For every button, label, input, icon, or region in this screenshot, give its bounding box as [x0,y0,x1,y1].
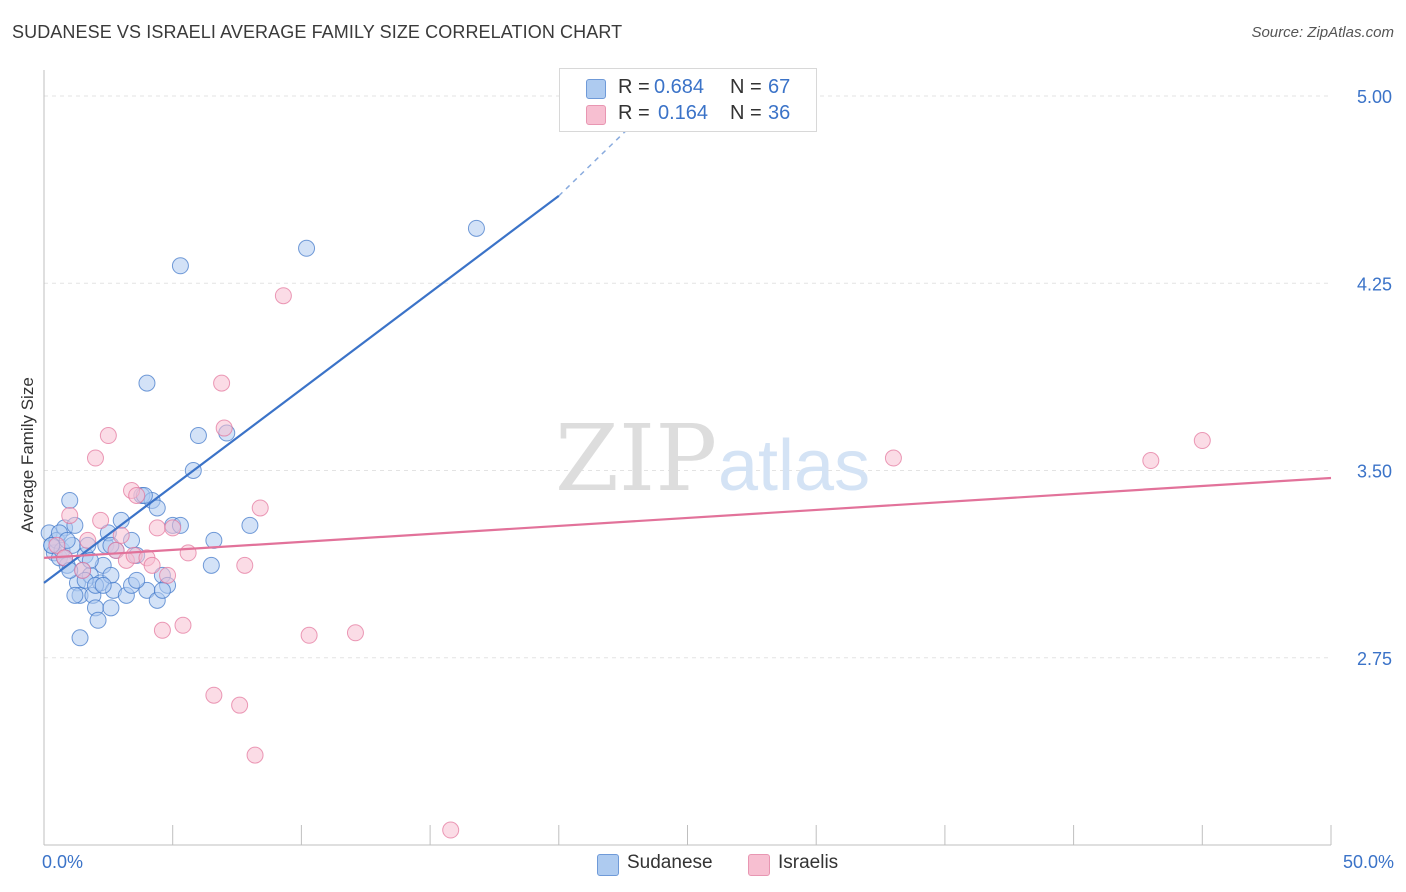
watermark-atlas: atlas [718,426,870,506]
data-point-sudanese [128,571,146,589]
data-point-israelis [884,449,902,467]
y-tick-label: 5.00 [1357,87,1392,107]
data-point-sudanese [61,491,79,509]
data-point-israelis [300,626,318,644]
data-point-israelis [61,506,79,524]
data-point-sudanese [138,374,156,392]
data-point-sudanese [241,516,259,534]
data-point-israelis [442,821,460,839]
data-point-israelis [251,499,269,517]
data-point-israelis [179,544,197,562]
gridlines [44,95,1331,659]
data-point-israelis [215,419,233,437]
chart-source: Source: ZipAtlas.com [1251,24,1394,41]
data-point-israelis [231,696,249,714]
legend-n-label: N = [730,76,762,98]
y-tick-label: 3.50 [1357,462,1392,482]
data-point-sudanese [102,599,120,617]
data-point-israelis [174,616,192,634]
data-point-israelis [128,486,146,504]
data-point-israelis [143,556,161,574]
watermark-zip: ZIP [555,405,717,512]
data-point-israelis [1193,432,1211,450]
legend-swatch-sudanese [586,79,606,99]
data-point-israelis [86,449,104,467]
data-points [40,219,1211,839]
data-point-israelis [159,566,177,584]
data-point-israelis [1142,452,1160,470]
y-axis-label: Average Family Size [18,377,37,533]
data-point-sudanese [148,499,166,517]
data-point-israelis [164,519,182,537]
data-point-israelis [274,287,292,305]
trendline-israelis [43,476,1332,559]
data-point-israelis [99,427,117,445]
y-tick-label: 4.25 [1357,274,1392,294]
y-tick-label: 2.75 [1357,649,1392,669]
legend-n-value: 36 [768,102,791,124]
legend-r-label: R = [618,102,650,124]
bottom-legend-label-sudanese: Sudanese [627,852,713,873]
watermark: ZIP atlas [555,405,870,512]
bottom-legend-label-israelis: Israelis [778,852,839,873]
data-point-sudanese [298,239,316,257]
data-point-israelis [153,621,171,639]
chart-title: SUDANESE VS ISRAELI AVERAGE FAMILY SIZE … [12,22,623,42]
stats-legend: R = 0.684 N = 67 R = 0.164 N = 36 [559,68,817,132]
data-point-israelis [112,526,130,544]
data-point-sudanese [71,629,89,647]
data-point-israelis [346,624,364,642]
data-point-sudanese [153,581,171,599]
legend-n-value: 67 [768,76,791,98]
x-tick-label-max: 50.0% [1342,852,1394,872]
data-point-sudanese [89,611,107,629]
legend-r-label: R = [618,76,650,98]
data-point-israelis [213,374,231,392]
data-point-israelis [205,686,223,704]
data-point-sudanese [94,576,112,594]
data-point-israelis [48,536,66,554]
data-point-israelis [74,561,92,579]
data-point-israelis [148,519,166,537]
trendline-sudanese [43,194,560,584]
legend-r-value: 0.684 [654,76,705,98]
y-tick-labels: 2.75 3.50 4.25 5.00 [1357,87,1392,669]
legend-swatch-israelis [586,105,606,125]
data-point-sudanese [189,427,207,445]
x-tick-label-min: 0.0% [42,852,84,872]
data-point-sudanese [202,556,220,574]
bottom-legend-swatch-israelis [748,854,770,876]
trendline-extension-sudanese [558,120,637,197]
legend-r-value: 0.164 [658,102,709,124]
series-israelis [48,287,1211,839]
data-point-sudanese [171,257,189,275]
data-point-israelis [92,511,110,529]
axes [43,70,1332,846]
trendlines [43,120,1332,584]
data-point-israelis [246,746,264,764]
data-point-sudanese [467,219,485,237]
data-point-israelis [79,531,97,549]
data-point-sudanese [66,586,84,604]
bottom-legend-swatch-sudanese [597,854,619,876]
data-point-israelis [236,556,254,574]
legend-n-label: N = [730,102,762,124]
